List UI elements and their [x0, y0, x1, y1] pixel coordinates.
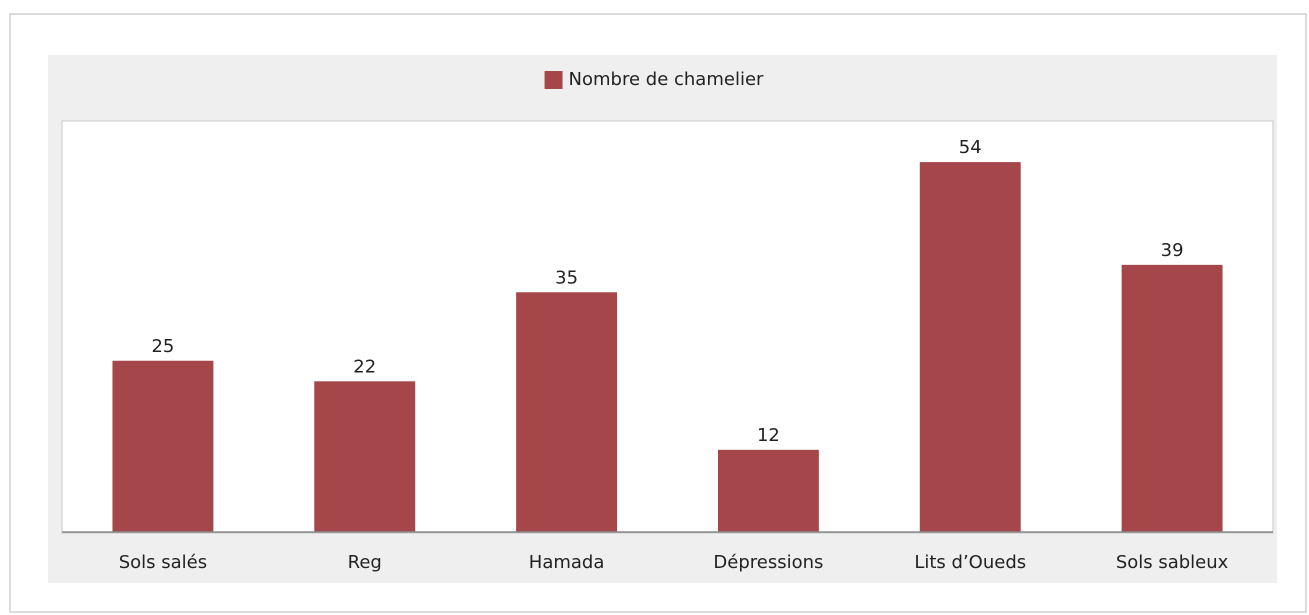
x-tick-label: Sols sableux [1116, 552, 1229, 573]
bar [112, 360, 214, 532]
bar [516, 292, 618, 532]
data-label: 25 [151, 336, 174, 357]
legend-label: Nombre de chamelier [569, 69, 764, 90]
data-label: 39 [1161, 240, 1184, 261]
legend-swatch [544, 71, 563, 89]
data-label: 12 [757, 425, 780, 446]
bar [1121, 264, 1223, 532]
x-tick-label: Sols salés [119, 552, 207, 573]
data-label: 35 [555, 267, 578, 288]
data-label: 22 [353, 356, 376, 377]
x-tick-label: Hamada [529, 552, 605, 573]
plot-area [61, 120, 1274, 534]
x-tick-label: Dépressions [713, 552, 823, 573]
x-tick-label: Lits d’Oueds [914, 552, 1026, 573]
bar [919, 162, 1021, 532]
bar [717, 449, 819, 532]
x-tick-label: Reg [348, 552, 382, 573]
data-label: 54 [959, 137, 982, 158]
bar [314, 381, 416, 532]
